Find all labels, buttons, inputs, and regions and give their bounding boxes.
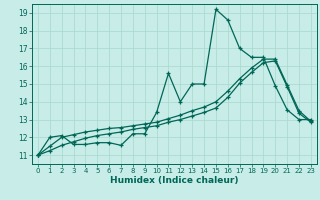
X-axis label: Humidex (Indice chaleur): Humidex (Indice chaleur) [110,176,239,185]
